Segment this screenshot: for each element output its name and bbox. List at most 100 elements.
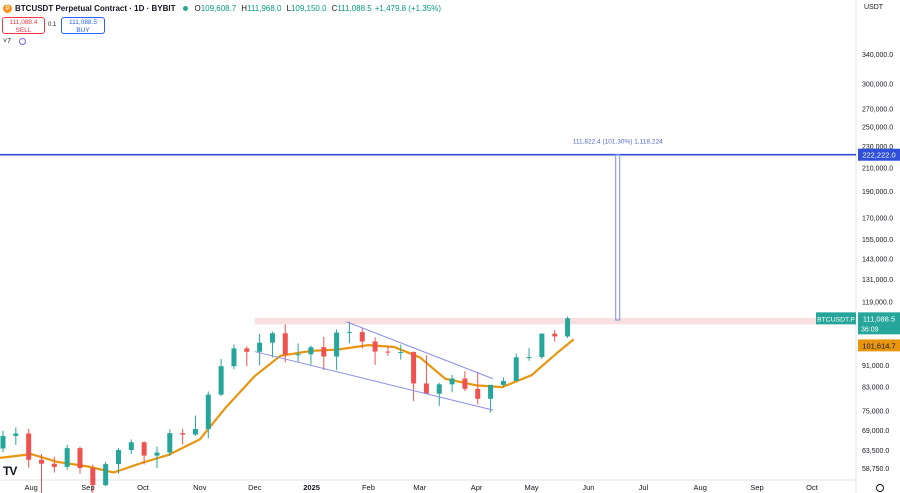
price-tick-label: 91,000.0 xyxy=(862,363,889,370)
candle-body xyxy=(26,433,32,460)
close-value: 111,088.5 xyxy=(337,3,372,13)
measure-label: 111,822.4 (101.30%) 1,118,224 xyxy=(573,139,663,146)
candle-body xyxy=(488,384,494,399)
buy-price: 111,088.5 xyxy=(69,19,97,26)
candle-body xyxy=(269,333,275,343)
ma-price-badge xyxy=(858,339,900,352)
candle-body xyxy=(449,378,455,385)
candle-body xyxy=(90,468,96,486)
high-value: 111,968.0 xyxy=(247,3,282,13)
candle-body xyxy=(462,378,468,389)
buy-button[interactable]: 111,088.5 BUY xyxy=(61,17,105,34)
sell-button[interactable]: 111,088.4 SELL xyxy=(2,17,45,34)
sell-label: SELL xyxy=(15,27,32,34)
indicators-row: ˅ 7 xyxy=(3,38,26,45)
indicator-settings-icon[interactable] xyxy=(19,38,26,45)
candle-body xyxy=(257,342,263,352)
candle-body xyxy=(103,464,109,486)
candle-body xyxy=(51,463,57,467)
candle-body xyxy=(411,352,417,384)
price-tick-label: 230,000.0 xyxy=(862,144,893,151)
low-value: 109,150.0 xyxy=(290,3,327,13)
candle-body xyxy=(385,351,391,353)
chart-header: ₿ BTCUSDT Perpetual Contract · 1D · BYBI… xyxy=(0,0,444,16)
tradingview-logo: TV xyxy=(3,464,17,478)
candle-body xyxy=(552,333,558,337)
time-tick-label: Sep xyxy=(81,483,94,492)
price-tick-label: 83,000.0 xyxy=(862,385,889,392)
bar-countdown-label: 36:09 xyxy=(861,326,879,333)
candle-body xyxy=(231,348,237,367)
candle-body xyxy=(513,357,519,381)
price-tick-label: 63,500.0 xyxy=(862,448,889,455)
candle-body xyxy=(115,449,121,465)
price-tick-label: 58,750.0 xyxy=(862,466,889,473)
price-tick-label: 210,000.0 xyxy=(862,166,893,173)
candle-body xyxy=(13,433,19,436)
open-value: 109,608.7 xyxy=(200,3,237,13)
time-tick-label: Oct xyxy=(806,483,819,492)
high-label: H xyxy=(241,3,248,13)
candle-body xyxy=(308,347,314,355)
last-price-label: 111,088.5 xyxy=(863,314,895,323)
candle-body xyxy=(565,318,571,337)
currency-selector[interactable]: USDT xyxy=(864,4,884,11)
candle-body xyxy=(526,357,532,359)
resistance-zone xyxy=(254,317,857,325)
candle-body xyxy=(244,348,250,352)
candle-body xyxy=(205,394,211,430)
time-tick-label: Apr xyxy=(471,483,483,492)
chart-settings-icon[interactable] xyxy=(876,484,884,492)
price-tick-label: 119,000.0 xyxy=(862,300,893,307)
candle-body xyxy=(321,347,327,357)
market-status-icon xyxy=(183,5,189,11)
price-tick-label: 155,000.0 xyxy=(862,237,893,244)
candle-body xyxy=(398,352,404,354)
candle-body xyxy=(64,448,70,467)
bitcoin-icon: ₿ xyxy=(3,3,12,13)
price-tick-label: 300,000.0 xyxy=(862,81,893,88)
price-tick-label: 75,000.0 xyxy=(862,409,889,416)
time-tick-label: May xyxy=(524,483,538,492)
candle-body xyxy=(167,433,173,453)
price-tick-label: 170,000.0 xyxy=(862,215,893,222)
candle-body xyxy=(475,388,481,399)
price-tick-label: 190,000.0 xyxy=(862,189,893,196)
candle-body xyxy=(423,383,429,394)
candle-body xyxy=(500,380,506,385)
last-price-badge xyxy=(858,312,900,335)
candle-body xyxy=(141,442,147,456)
time-tick-label: Aug xyxy=(24,483,37,492)
time-tick-label: Aug xyxy=(694,483,707,492)
change-value: +1,479.8 (+1.35%) xyxy=(374,3,441,13)
candle-body xyxy=(282,333,288,355)
time-tick-label: Dec xyxy=(248,483,262,492)
time-tick-label: Jul xyxy=(639,483,649,492)
low-label: L xyxy=(286,3,291,13)
candle-body xyxy=(436,384,442,394)
price-tick-label: 250,000.0 xyxy=(862,124,893,131)
symbol-badge xyxy=(816,312,856,325)
spread-value: 0.1 xyxy=(48,22,57,28)
candle-body xyxy=(38,459,44,464)
level-price-label: 222,222.0 xyxy=(862,151,895,160)
candle-body xyxy=(346,332,352,334)
candle-body xyxy=(218,366,224,395)
buy-label: BUY xyxy=(76,27,90,34)
price-tick-label: 143,000.0 xyxy=(862,256,893,263)
time-tick-label: Feb xyxy=(362,483,375,492)
close-label: C xyxy=(331,3,338,13)
candle-body xyxy=(128,442,134,450)
ma-price-label: 101,614.7 xyxy=(862,341,895,350)
indicators-count[interactable]: 7 xyxy=(7,38,11,45)
price-tick-label: 270,000.0 xyxy=(862,106,893,113)
symbol-badge-label: BTCUSDT.P xyxy=(817,316,855,323)
price-range-measure xyxy=(615,154,621,321)
symbol-title[interactable]: BTCUSDT Perpetual Contract · 1D · BYBIT xyxy=(15,3,176,13)
time-tick-label: Mar xyxy=(413,483,426,492)
candle-body xyxy=(539,333,545,358)
chevron-down-icon[interactable]: ˅ xyxy=(3,38,8,45)
candle-body xyxy=(295,354,301,356)
level-price-badge xyxy=(858,148,900,161)
